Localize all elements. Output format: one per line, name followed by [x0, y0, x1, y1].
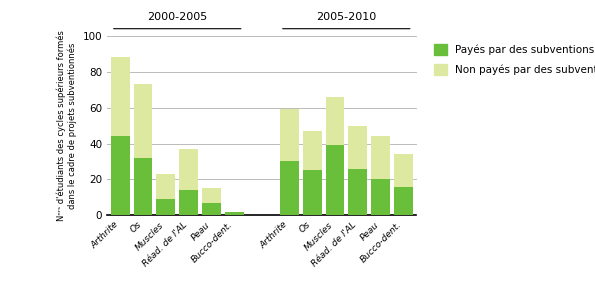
Bar — [348, 169, 367, 215]
Y-axis label: Nⁿʳˢ d'étudiants des cycles supérieurs formés
dans le cadre de projets subventio: Nⁿʳˢ d'étudiants des cycles supérieurs f… — [57, 30, 77, 221]
Bar — [325, 97, 345, 145]
Bar — [280, 109, 299, 161]
Bar — [371, 179, 390, 215]
Bar — [394, 154, 413, 187]
Bar — [134, 158, 152, 215]
Bar — [179, 190, 198, 215]
Bar — [394, 187, 413, 215]
Bar — [202, 188, 221, 203]
Bar — [111, 57, 130, 136]
Bar — [134, 84, 152, 158]
Bar — [156, 199, 176, 215]
Bar — [280, 161, 299, 215]
Legend: Payés par des subventions, Non payés par des subventions: Payés par des subventions, Non payés par… — [431, 41, 595, 78]
Bar — [325, 145, 345, 215]
Bar — [179, 149, 198, 190]
Bar — [156, 174, 176, 199]
Bar — [371, 136, 390, 179]
Bar — [303, 131, 321, 170]
Text: 2005-2010: 2005-2010 — [316, 12, 377, 22]
Bar — [303, 170, 321, 215]
Bar — [348, 126, 367, 169]
Bar — [225, 212, 244, 215]
Text: 2000-2005: 2000-2005 — [147, 12, 208, 22]
Bar — [202, 203, 221, 215]
Bar — [111, 136, 130, 215]
